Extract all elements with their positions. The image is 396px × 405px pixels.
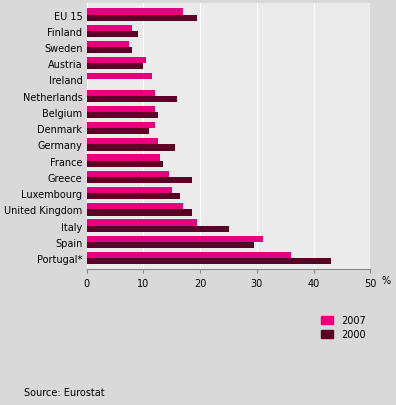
Bar xyxy=(87,161,163,167)
Bar xyxy=(87,155,160,161)
Legend: 2007, 2000: 2007, 2000 xyxy=(322,315,366,339)
Bar xyxy=(87,58,146,64)
Bar xyxy=(87,32,138,38)
Bar xyxy=(87,48,132,54)
Bar xyxy=(87,139,158,145)
Bar xyxy=(87,64,143,70)
Bar xyxy=(87,210,192,216)
Bar xyxy=(87,74,152,80)
Bar xyxy=(87,90,155,96)
Bar xyxy=(87,220,197,226)
Bar xyxy=(87,171,169,177)
Bar xyxy=(87,129,149,135)
Bar xyxy=(87,113,158,119)
Bar xyxy=(87,177,192,183)
Bar xyxy=(87,258,331,264)
Text: Source: Eurostat: Source: Eurostat xyxy=(24,387,105,397)
Bar xyxy=(87,42,129,48)
Bar xyxy=(87,236,263,242)
Bar xyxy=(87,123,155,129)
Bar xyxy=(87,9,183,15)
Bar xyxy=(87,194,180,200)
Bar xyxy=(87,26,132,32)
Bar xyxy=(87,242,254,248)
Bar xyxy=(87,226,228,232)
Bar xyxy=(87,188,172,194)
Bar xyxy=(87,145,175,151)
Bar xyxy=(87,204,183,210)
Bar xyxy=(87,96,177,102)
Bar xyxy=(87,107,155,113)
Bar xyxy=(87,252,291,258)
Text: %: % xyxy=(382,275,391,286)
Bar xyxy=(87,15,197,21)
